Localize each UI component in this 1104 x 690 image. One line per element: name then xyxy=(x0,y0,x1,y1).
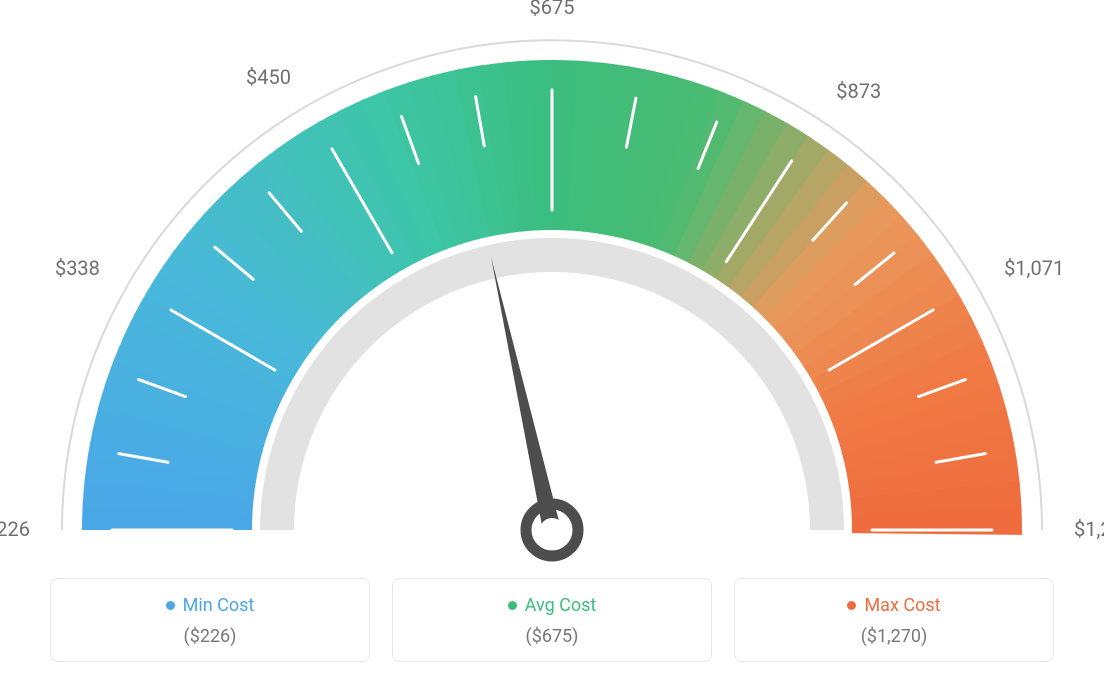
legend-row: Min Cost ($226) Avg Cost ($675) Max Cost… xyxy=(50,578,1054,662)
svg-text:$338: $338 xyxy=(55,256,100,280)
legend-value-min: ($226) xyxy=(61,626,359,647)
cost-gauge: $226 $338 $450 $675 $873 $1,071 $1,270 xyxy=(0,0,1104,570)
svg-text:$1,270: $1,270 xyxy=(1074,517,1104,541)
legend-dot-max xyxy=(847,601,856,610)
legend-label-max: Max Cost xyxy=(864,595,940,616)
svg-text:$873: $873 xyxy=(836,79,881,103)
legend-dot-avg xyxy=(508,601,517,610)
legend-card-avg: Avg Cost ($675) xyxy=(392,578,712,662)
legend-dot-min xyxy=(166,601,175,610)
legend-label-avg: Avg Cost xyxy=(525,595,597,616)
svg-text:$675: $675 xyxy=(530,0,575,19)
svg-text:$1,071: $1,071 xyxy=(1004,256,1064,280)
svg-text:$450: $450 xyxy=(246,65,291,89)
legend-card-max: Max Cost ($1,270) xyxy=(734,578,1054,662)
legend-value-avg: ($675) xyxy=(403,626,701,647)
legend-label-min: Min Cost xyxy=(183,595,255,616)
legend-value-max: ($1,270) xyxy=(745,626,1043,647)
legend-card-min: Min Cost ($226) xyxy=(50,578,370,662)
svg-text:$226: $226 xyxy=(0,517,30,541)
